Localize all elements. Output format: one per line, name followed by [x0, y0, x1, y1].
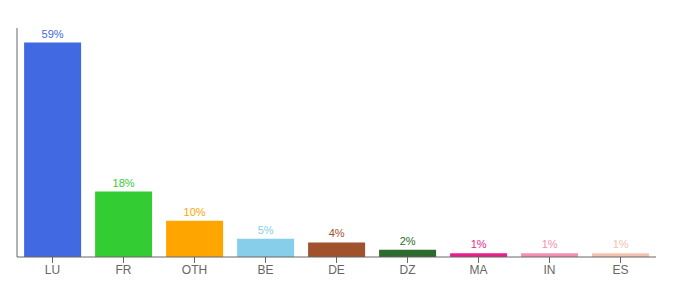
svg-text:2%: 2%	[400, 235, 416, 247]
svg-text:1%: 1%	[542, 238, 558, 250]
svg-text:1%: 1%	[471, 238, 487, 250]
svg-text:59%: 59%	[42, 28, 64, 40]
svg-text:DE: DE	[328, 263, 345, 277]
svg-text:LU: LU	[45, 263, 60, 277]
svg-text:MA: MA	[470, 263, 488, 277]
svg-text:DZ: DZ	[400, 263, 416, 277]
svg-text:IN: IN	[544, 263, 556, 277]
svg-text:18%: 18%	[113, 177, 135, 189]
svg-text:FR: FR	[116, 263, 132, 277]
svg-text:OTH: OTH	[182, 263, 207, 277]
svg-text:ES: ES	[612, 263, 628, 277]
svg-text:4%: 4%	[329, 227, 345, 239]
svg-text:BE: BE	[257, 263, 273, 277]
svg-text:10%: 10%	[184, 206, 206, 218]
svg-text:5%: 5%	[258, 224, 274, 236]
svg-text:1%: 1%	[613, 238, 629, 250]
